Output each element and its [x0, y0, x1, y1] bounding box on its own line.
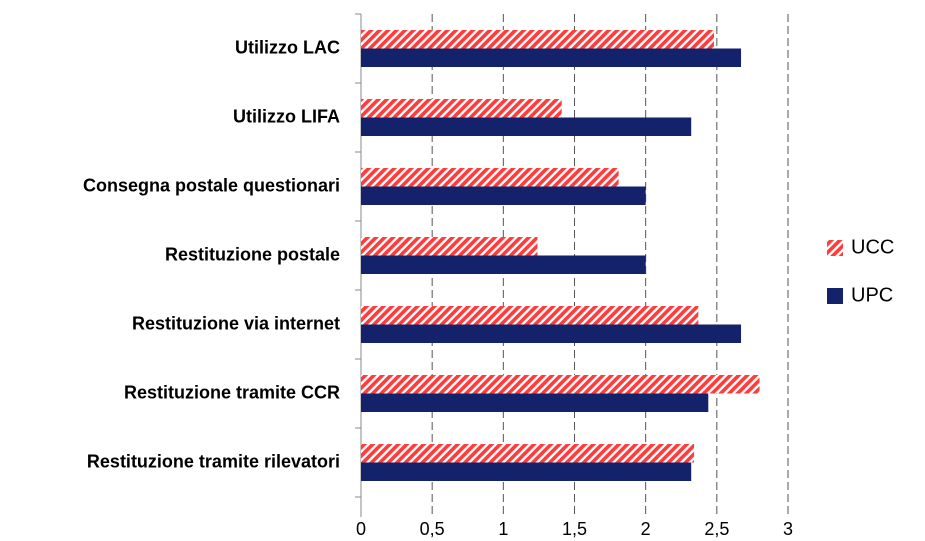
- bar: [361, 186, 646, 205]
- bar: [361, 237, 538, 256]
- category-label: Restituzione tramite rilevatori: [87, 451, 340, 471]
- bar: [361, 444, 695, 463]
- category-label: Restituzione tramite CCR: [124, 382, 340, 402]
- x-tick-label: 0: [356, 519, 366, 539]
- legend-label: UCC: [851, 236, 894, 258]
- category-label: Restituzione postale: [165, 244, 340, 264]
- category-label: Consegna postale questionari: [83, 175, 340, 195]
- bar: [361, 255, 646, 274]
- legend-swatch: [827, 288, 843, 304]
- bar: [361, 375, 760, 394]
- bar: [361, 393, 709, 412]
- bar: [361, 462, 692, 481]
- legend-swatch: [827, 240, 843, 256]
- x-tick-label: 2: [641, 519, 651, 539]
- bar: [361, 324, 742, 343]
- bar: [361, 168, 619, 187]
- category-label: Restituzione via internet: [132, 313, 340, 333]
- category-label: Utilizzo LIFA: [233, 106, 340, 126]
- x-tick-label: 3: [783, 519, 793, 539]
- bar: [361, 30, 714, 49]
- legend-label: UPC: [851, 284, 893, 306]
- bar: [361, 99, 562, 118]
- x-tick-label: 1,5: [562, 519, 587, 539]
- bar: [361, 117, 692, 136]
- category-label: Utilizzo LAC: [235, 37, 340, 57]
- x-tick-label: 2,5: [704, 519, 729, 539]
- bar: [361, 306, 699, 325]
- x-tick-label: 1: [498, 519, 508, 539]
- x-tick-label: 0,5: [420, 519, 445, 539]
- bar: [361, 48, 742, 67]
